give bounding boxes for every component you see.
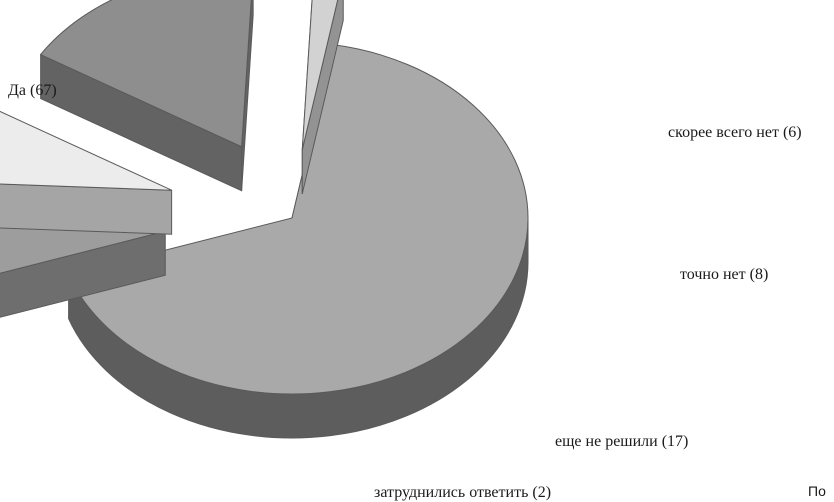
pie-slice-top-2 bbox=[0, 110, 172, 191]
slice-label-tochno-nyet: точно нет (8) bbox=[680, 266, 768, 283]
pie-slice-1 bbox=[0, 224, 166, 318]
pie-slice-3 bbox=[39, 0, 254, 192]
pie-slice-top-1 bbox=[0, 224, 166, 274]
pie-slice-top-0 bbox=[67, 44, 529, 395]
slice-label-da: Да (67) bbox=[8, 82, 57, 99]
pie-labels: Да (67) скорее всего нет (6) точно нет (… bbox=[8, 82, 802, 501]
pie-slice-top-4 bbox=[301, 0, 339, 150]
pie-slices bbox=[0, 0, 529, 439]
slice-label-esche-ne-reshili: еще не решили (17) bbox=[555, 433, 688, 450]
pie-slice-2 bbox=[0, 110, 173, 235]
slice-label-skoree-nyet: скорее всего нет (6) bbox=[668, 124, 802, 141]
slice-label-zatrudnilis: затруднились ответить (2) bbox=[374, 484, 551, 501]
corner-text: По bbox=[808, 483, 826, 499]
pie-slice-4 bbox=[301, 0, 344, 194]
pie-slice-top-3 bbox=[39, 0, 252, 148]
